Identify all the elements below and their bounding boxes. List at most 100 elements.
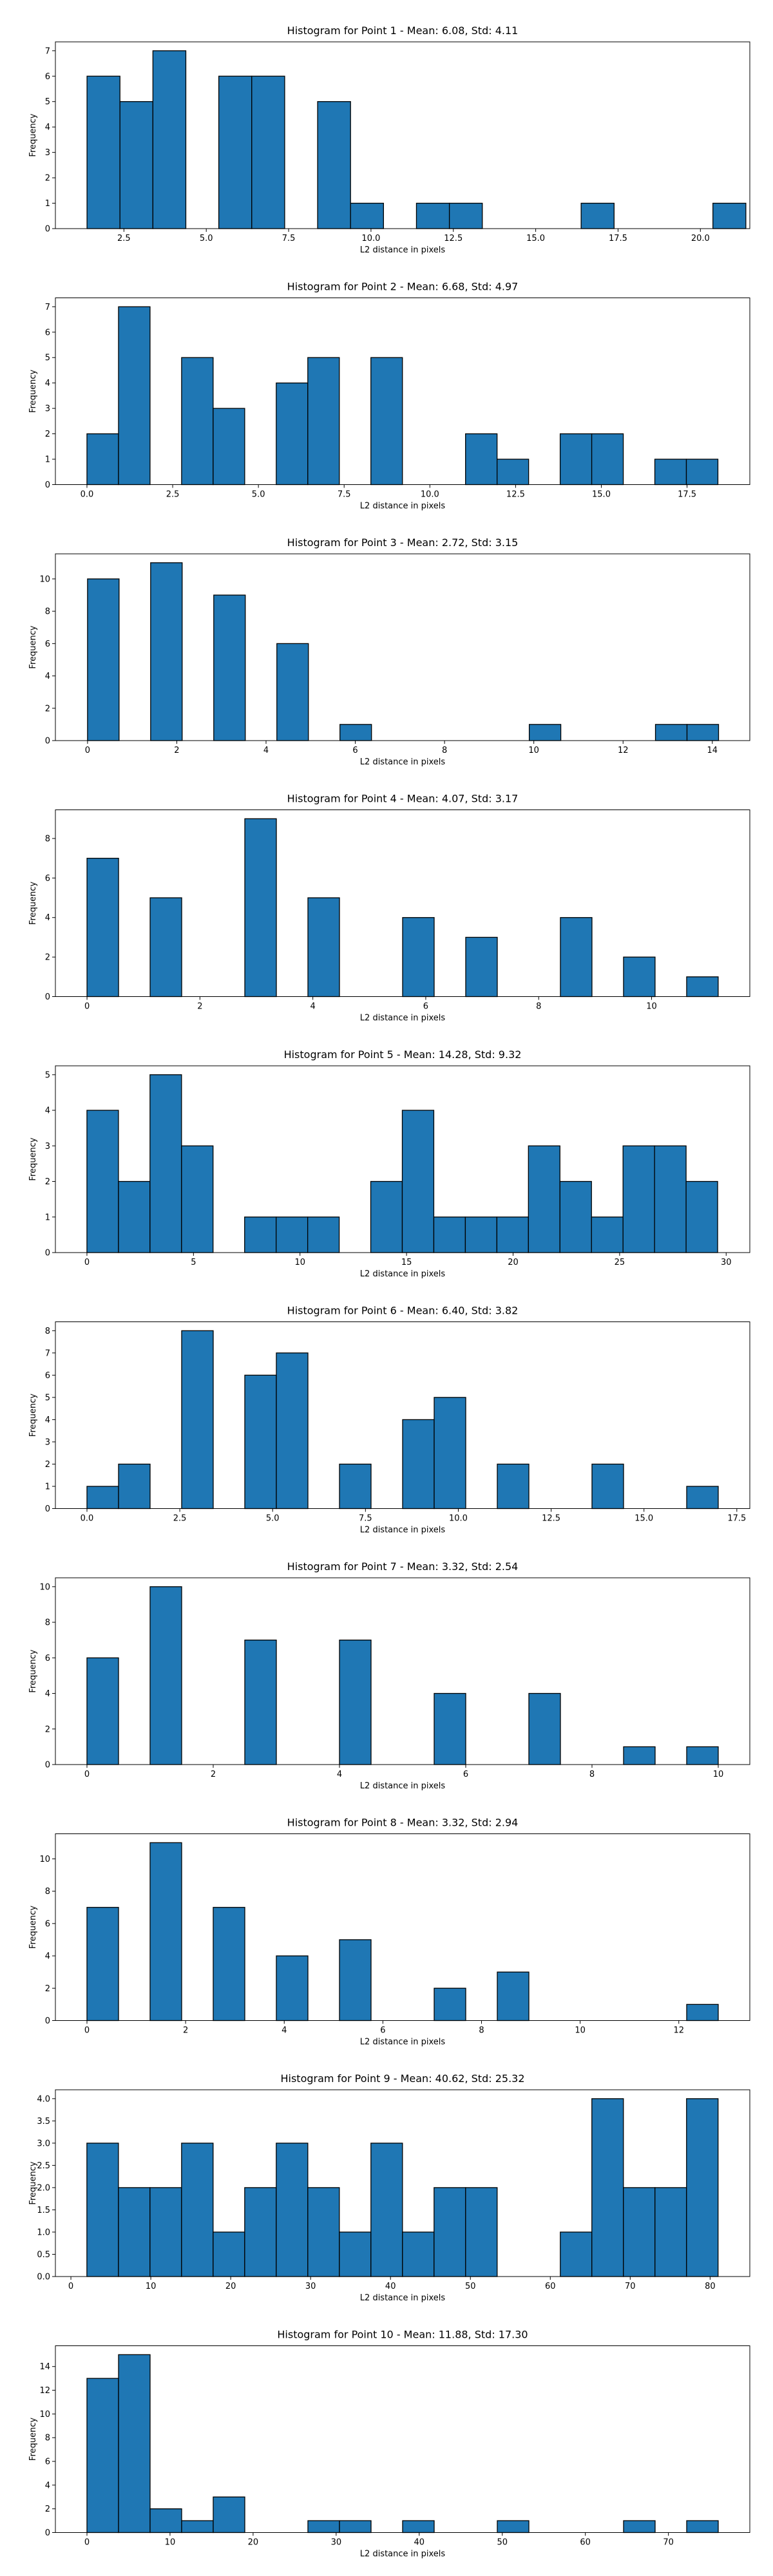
y-axis: 0 2 4 6 8 10: [39, 574, 55, 746]
x-tick-label: 6: [423, 1002, 428, 1012]
x-tick-label: 12: [618, 746, 629, 755]
axes-frame: [55, 2345, 750, 2533]
axes-frame: [55, 553, 750, 741]
y-tick-label: 4: [45, 1106, 50, 1116]
y-axis-label: Frequency: [28, 882, 38, 925]
histogram-bar: [86, 75, 120, 229]
axes-frame: [55, 810, 750, 997]
y-tick-label: 3: [45, 1142, 50, 1151]
x-axis-label: L2 distance in pixels: [360, 502, 446, 511]
histogram-bar: [339, 2231, 372, 2277]
x-tick-label: 20: [225, 2282, 236, 2291]
x-tick-label: 8: [536, 1002, 541, 1012]
histogram-bar: [623, 2187, 656, 2277]
y-axis: 0 2 4 6 8 10 12 14: [39, 2362, 55, 2538]
x-tick-label: 15.0: [526, 234, 545, 243]
y-tick-label: 1: [45, 1482, 50, 1492]
histogram-bar: [181, 357, 214, 486]
histogram-bar: [622, 1145, 655, 1253]
x-tick-label: 0: [84, 1770, 90, 1779]
chart-title: Histogram for Point 5 - Mean: 14.28, Std…: [284, 1048, 522, 1061]
histogram-bar: [654, 724, 688, 741]
y-tick-label: 10: [39, 1855, 50, 1864]
chart-title: Histogram for Point 1 - Mean: 6.08, Std:…: [287, 24, 519, 37]
y-axis: 0 1 2 3 4 5: [45, 1070, 55, 1258]
x-tick-label: 30: [305, 2282, 316, 2291]
histogram-panel: 0 5 10 15 20 25 30 0 1 2 3 4 5 Histogram for Point 5 …: [28, 1048, 750, 1279]
axes-frame: [55, 1577, 750, 1765]
x-tick-label: 5.0: [200, 234, 213, 243]
histogram-bars: [86, 2354, 719, 2533]
histogram-bar: [496, 1217, 529, 1253]
y-tick-label: 1.5: [37, 2206, 50, 2215]
y-tick-label: 14: [39, 2362, 50, 2372]
y-axis: 0 2 4 6 8 10: [39, 1855, 55, 2026]
histogram-bar: [149, 1842, 182, 2022]
x-tick-label: 10: [575, 2026, 586, 2036]
x-tick-label: 50: [497, 2538, 508, 2548]
x-tick-label: 10.0: [361, 234, 380, 243]
y-tick-label: 6: [45, 2458, 50, 2467]
x-tick-label: 4: [337, 1770, 342, 1779]
y-tick-label: 10: [39, 1582, 50, 1592]
histogram-bar: [149, 2508, 182, 2533]
x-tick-label: 12.5: [506, 490, 525, 500]
y-tick-label: 0: [45, 225, 50, 234]
x-tick-label: 80: [705, 2282, 716, 2291]
y-axis-label: Frequency: [28, 2161, 38, 2204]
y-tick-label: 6: [45, 328, 50, 337]
x-tick-label: 4: [282, 2026, 287, 2036]
y-tick-label: 2: [45, 1984, 50, 1994]
x-axis-label: L2 distance in pixels: [360, 757, 446, 767]
histogram-bar: [591, 2098, 624, 2277]
histogram-bar: [86, 1486, 119, 1510]
x-tick-label: 10: [165, 2538, 176, 2548]
histogram-bar: [560, 2231, 593, 2277]
y-tick-label: 4: [45, 1952, 50, 1962]
histogram-panel: 0.0 2.5 5.0 7.5 10.0 12.5 15.0 17.5 0 1 2 3 4 5 6 7 8 His…: [28, 1305, 750, 1535]
x-axis: 0 2 4 6 8 10 12: [84, 2020, 684, 2036]
histogram-panel: 0 2 4 6 8 10 0 2 4 6 8 10 Histogram for Point 7 - Me…: [28, 1560, 750, 1791]
y-tick-label: 2: [45, 704, 50, 714]
y-tick-label: 10: [39, 574, 50, 584]
histogram-bar: [402, 2520, 435, 2533]
y-axis-label: Frequency: [28, 1649, 38, 1692]
histogram-bar: [712, 202, 747, 229]
x-tick-label: 2: [211, 1770, 216, 1779]
y-axis: 0 2 4 6 8 10: [39, 1582, 55, 1770]
y-axis-label: Frequency: [28, 370, 38, 413]
histogram-bar: [654, 1145, 687, 1253]
x-tick-label: 7.5: [359, 1514, 372, 1524]
histogram-bar: [118, 306, 151, 486]
x-axis: 0 2 4 6 8 10: [84, 1765, 723, 1779]
histogram-bar: [402, 917, 435, 998]
chart-title: Histogram for Point 3 - Mean: 2.72, Std:…: [287, 536, 519, 549]
x-tick-label: 50: [465, 2282, 476, 2291]
histogram-bar: [686, 1486, 719, 1510]
y-tick-label: 1: [45, 199, 50, 209]
histogram-bar: [434, 1987, 466, 2022]
histogram-bar: [623, 956, 656, 998]
x-axis: 0.0 2.5 5.0 7.5 10.0 12.5 15.0 17.5: [81, 1508, 746, 1524]
histogram-bar: [465, 433, 498, 486]
x-tick-label: 0: [84, 2026, 90, 2036]
x-tick-label: 10.0: [449, 1514, 468, 1524]
histogram-bar: [244, 818, 277, 998]
y-tick-label: 4: [45, 1416, 50, 1425]
histogram-bar: [339, 1939, 372, 2022]
histogram-bar: [218, 75, 253, 229]
histogram-bar: [339, 1640, 372, 1765]
histogram-bar: [244, 1374, 277, 1510]
y-tick-label: 3.0: [37, 2139, 50, 2148]
histogram-bar: [307, 2187, 340, 2277]
x-tick-label: 17.5: [678, 490, 696, 500]
histogram-bar: [181, 1145, 214, 1253]
x-tick-label: 70: [663, 2538, 674, 2548]
histogram-bar: [317, 101, 351, 229]
chart-title: Histogram for Point 10 - Mean: 11.88, St…: [277, 2329, 528, 2341]
histogram-bar: [118, 2354, 151, 2533]
y-axis-label: Frequency: [28, 1137, 38, 1180]
histogram-bar: [181, 2143, 214, 2277]
x-axis: 0 10 20 30 40 50 60 70 80: [68, 2277, 716, 2291]
histogram-bars: [86, 1842, 719, 2022]
